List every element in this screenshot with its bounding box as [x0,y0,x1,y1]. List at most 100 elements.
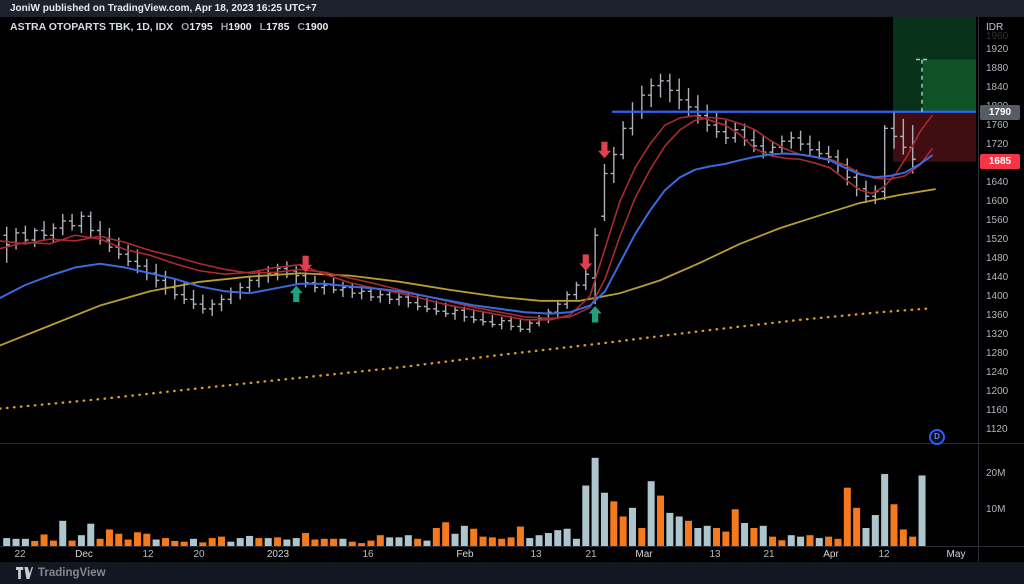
volume-bar [759,525,767,546]
volume-bar [376,535,384,546]
volume-bar [787,535,795,546]
volume-bar [330,538,338,546]
volume-bar [68,540,76,546]
clipped-price-tick: 1960 [986,31,1009,42]
price-tick: 1160 [986,405,1008,416]
price-tick: 1440 [986,272,1009,283]
volume-bar [161,538,169,546]
publish-banner: JoniW published on TradingView.com, Apr … [0,0,1024,17]
pane-divider[interactable] [0,443,1024,444]
position-loss-zone[interactable] [893,111,976,162]
volume-bar [115,533,123,546]
time-axis[interactable]: 22 Dec 12 20 2023 16 Feb 13 21 Mar 13 21 Apr 12 May [0,546,1024,562]
volume-bar [414,538,422,546]
volume-bar [264,538,272,546]
volume-bar [694,528,702,546]
currency-label: IDR [986,22,1004,33]
volume-bar [442,522,450,546]
volume-bar [96,538,104,546]
time-tick: 13 [530,549,542,560]
price-tick: 1360 [986,310,1009,321]
volume-bar [358,543,366,546]
volume-bar [544,533,552,546]
high-value: 1900 [228,21,252,33]
volume-bar [750,528,758,546]
time-tick: 13 [709,549,721,560]
time-tick: May [946,549,966,560]
sell-signal-arrow [597,141,611,159]
volume-bar [246,535,254,546]
price-tick: 1640 [986,177,1009,188]
volume-bar [890,504,898,546]
volume-bar [703,525,711,546]
time-tick: 21 [763,549,775,560]
volume-bar [647,481,655,546]
time-tick: 20 [193,549,205,560]
price-tick: 1880 [986,63,1009,74]
volume-bar [825,536,833,546]
price-tick: 1400 [986,291,1009,302]
time-tick: 22 [14,549,26,560]
volume-bar [77,535,85,546]
volume-bar [395,537,403,546]
volume-bar [507,537,515,546]
symbol-title: ASTRA OTOPARTS TBK, 1D, IDX [10,21,174,33]
buy-signal-arrow [588,306,602,323]
publish-text: JoniW published on TradingView.com, Apr … [10,3,317,14]
volume-bar [769,536,777,546]
volume-bar [404,535,412,546]
volume-bar [638,528,646,546]
volume-bar [666,512,674,546]
volume-bar [31,540,39,546]
volume-bar [180,541,188,546]
time-tick: Apr [823,549,839,560]
volume-bar [190,538,197,546]
time-tick: 16 [362,549,374,560]
volume-bar [797,536,805,546]
volume-bar [302,533,310,546]
dividend-marker[interactable]: D [929,429,945,445]
volume-bar [479,536,487,546]
time-tick: 2023 [266,549,290,560]
price-axis[interactable]: IDR 1960 1920188018401800176017201680164… [978,17,1024,562]
volume-bar [563,528,571,546]
price-tick: 1920 [986,44,1009,55]
volume-bar [218,536,226,546]
volume-bar [909,536,917,546]
tradingview-brand[interactable]: TradingView [38,567,106,579]
sell-signal-arrow [299,255,313,273]
buy-signal-arrow [289,285,303,303]
entry-price-badge: 1790 [980,105,1020,120]
volume-bar [348,541,356,546]
volume-bar [255,538,263,546]
symbol-legend[interactable]: ASTRA OTOPARTS TBK, 1D, IDX O1795 H1900 … [10,21,328,33]
volume-bar [657,495,664,546]
open-value: 1795 [189,21,213,33]
price-tick: 1320 [986,329,1009,340]
time-axis-divider [0,546,1024,547]
volume-bar [862,528,870,546]
volume-bar [881,474,889,546]
chart-background [0,17,1024,562]
volume-bar [105,529,113,546]
price-tick: 1240 [986,367,1009,378]
volume-bar [741,522,749,546]
price-tick: 1520 [986,234,1009,245]
volume-bar [12,538,20,546]
ma-red-slow-line [0,116,933,320]
volume-bar [227,541,235,546]
open-label: O [181,21,190,33]
sell-signal-arrow [579,254,593,271]
volume-bar [526,538,534,546]
ma-yellow-line [0,188,936,347]
volume-bar [40,534,48,546]
volume-bar [460,525,468,546]
volume-bar [451,533,459,546]
volume-bar [236,538,244,546]
ma-blue-line [0,152,933,315]
volume-bar [582,485,590,546]
volume-bar [488,537,496,546]
volume-bar [423,540,431,546]
tradingview-logo-icon[interactable] [16,567,33,579]
